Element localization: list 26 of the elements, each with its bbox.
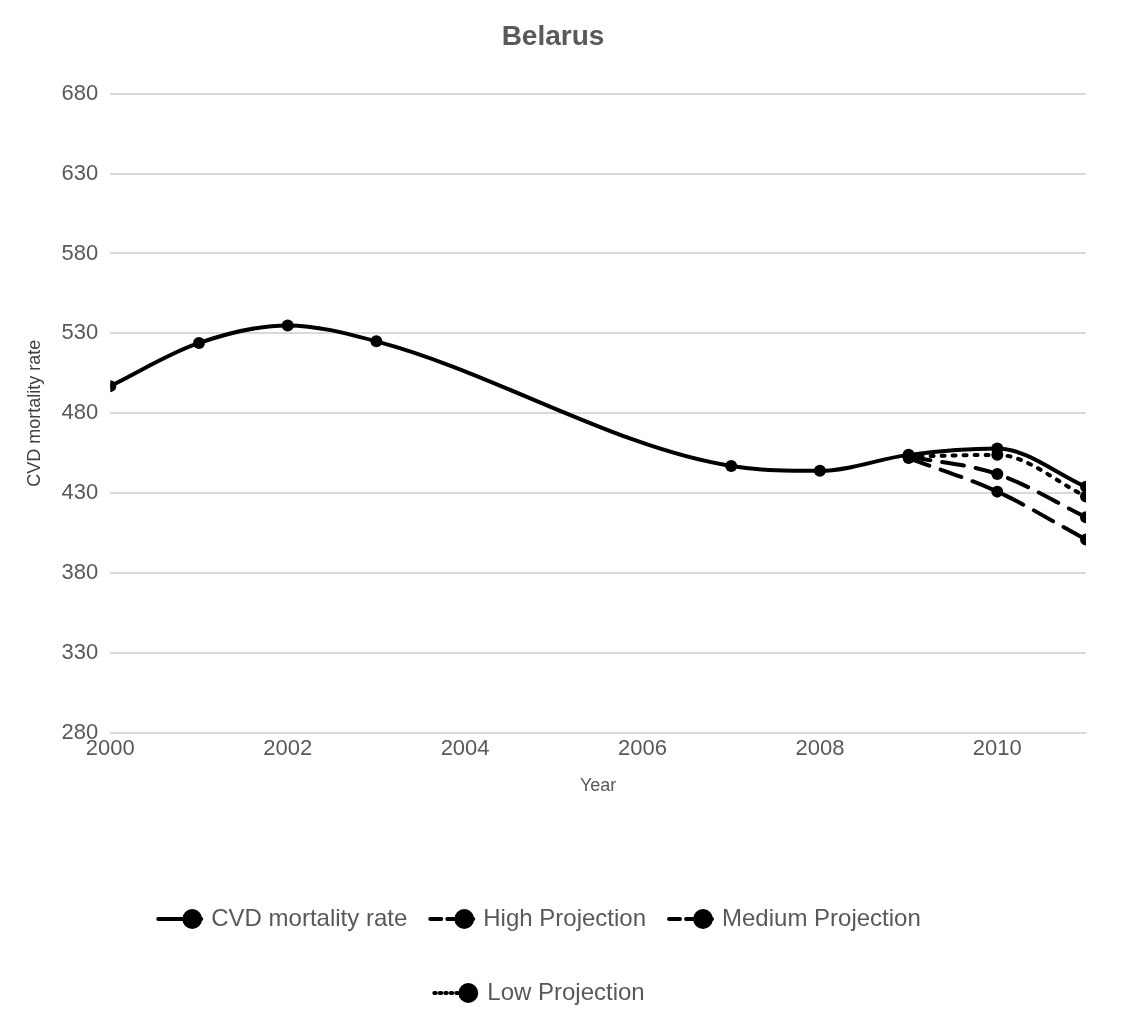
x-axis-title: Year [579,775,617,796]
legend-label: Medium Projection [722,903,921,931]
y-tick-label: 530 [61,319,99,345]
y-tick-label: 630 [61,159,99,185]
point [725,460,738,473]
y-tick-label: 680 [61,79,99,105]
point [193,336,206,349]
legend-label: CVD mortality rate [211,903,408,931]
x-tick-label: 2004 [440,735,490,761]
x-tick-label: 2010 [972,735,1022,761]
legend-label: High Projection [483,903,647,931]
point [813,464,826,477]
legend-label: Low Projection [487,977,645,1005]
y-tick-label: 580 [61,239,99,265]
y-axis-title: CVD mortality rate [23,339,44,487]
y-tick-label: 330 [61,639,99,665]
x-tick-label: 2002 [263,735,313,761]
point [991,485,1004,498]
point [281,319,294,332]
x-tick-label: 2006 [618,735,667,761]
y-tick-label: 480 [61,399,99,425]
x-tick-label: 2008 [795,735,845,761]
point [370,335,383,348]
y-tick-label: 380 [61,559,99,585]
y-tick-label: 430 [61,479,99,505]
chart-title: Belarus [501,19,605,51]
